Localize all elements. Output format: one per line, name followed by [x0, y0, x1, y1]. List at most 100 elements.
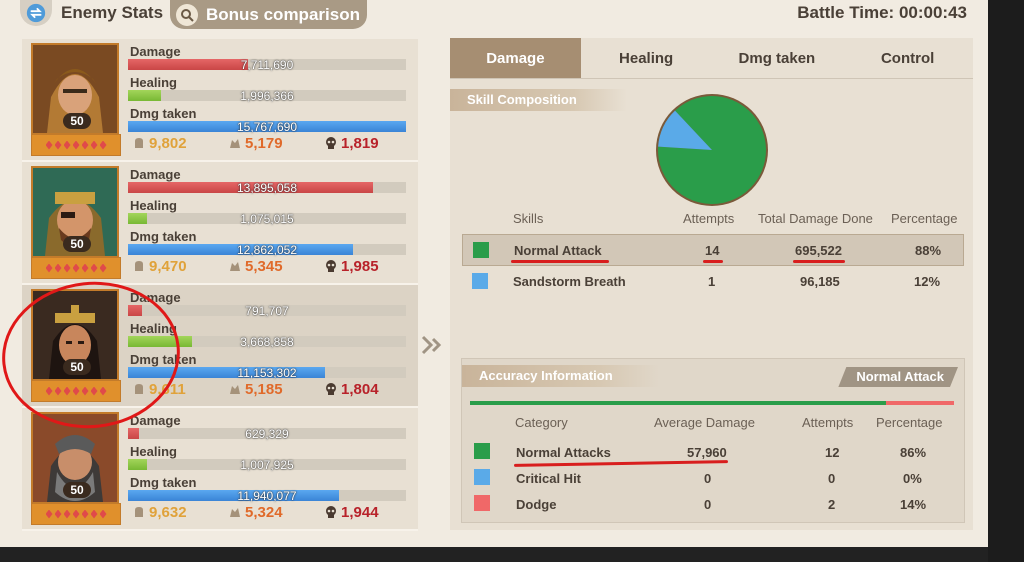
- battle-time: Battle Time: 00:00:43: [797, 3, 967, 22]
- damage-value: 7,711,690: [240, 58, 294, 72]
- blue-swatch-icon: [472, 273, 488, 289]
- count-value: 1,985: [341, 258, 379, 275]
- red-underline: [793, 260, 845, 263]
- damage-bar: 791,707: [128, 304, 406, 318]
- rank-gem-icon: [63, 263, 71, 273]
- healing-bar-fill: [128, 336, 192, 347]
- count-value: 1,804: [341, 381, 379, 398]
- rank-gem-icon: [45, 386, 53, 396]
- category-name: Critical Hit: [516, 471, 582, 486]
- count-value: 9,632: [149, 504, 187, 521]
- red-underline: [703, 260, 723, 263]
- count-value: 1,819: [341, 135, 379, 152]
- skill-name: Normal Attack: [514, 243, 602, 258]
- damage-value: 791,707: [245, 304, 289, 318]
- skill-row-normal-attack[interactable]: Normal Attack 14 695,522 88%: [462, 234, 964, 266]
- damage-label: Damage: [130, 44, 181, 59]
- damage-label: Damage: [130, 290, 181, 305]
- skill-attempts: 14: [705, 243, 720, 258]
- attempts: 0: [828, 471, 836, 486]
- average-damage: 0: [704, 497, 712, 512]
- rank-gem-icon: [45, 140, 53, 150]
- level-badge: 50: [63, 113, 91, 129]
- tab-dmg-taken[interactable]: Dmg taken: [738, 49, 816, 67]
- kills-count: 9,611: [132, 381, 186, 398]
- red-swatch-icon: [474, 495, 490, 511]
- fist-icon: [132, 382, 146, 396]
- healing-bar: 1,996,366: [128, 89, 406, 103]
- damage-label: Damage: [130, 167, 181, 182]
- hand-icon: [228, 259, 242, 273]
- bonus-comparison-label: Bonus comparison: [206, 4, 360, 24]
- count-value: 5,185: [245, 381, 283, 398]
- pie-slice-1: [658, 110, 712, 150]
- col-category: Category: [515, 415, 568, 430]
- count-value: 5,324: [245, 504, 283, 521]
- healing-bar-fill: [128, 90, 162, 101]
- star-rank: [31, 503, 121, 525]
- dmg-taken-bar: 15,767,690: [128, 120, 406, 134]
- damage-bar-fill: [128, 182, 373, 193]
- tab-healing[interactable]: Healing: [619, 49, 674, 67]
- red-underline: [513, 460, 729, 467]
- green-swatch-icon: [474, 443, 490, 459]
- deaths-count: 1,819: [324, 135, 379, 152]
- swap-arrows-icon: [26, 3, 46, 23]
- healing-bar: 3,668,858: [128, 335, 406, 349]
- healing-label: Healing: [130, 198, 177, 213]
- fist-icon: [132, 505, 146, 519]
- rank-gem-icon: [54, 140, 62, 150]
- percentage: 14%: [900, 497, 927, 512]
- healing-bar: 1,075,015: [128, 212, 406, 226]
- rank-gem-icon: [81, 263, 89, 273]
- damage-bar-fill: [128, 428, 140, 439]
- accuracy-header: Accuracy Information: [462, 365, 659, 387]
- col-attempts: Attempts: [683, 211, 735, 226]
- count-value: 9,611: [149, 381, 186, 398]
- healing-value: 1,996,366: [240, 89, 294, 103]
- page-title: Enemy Stats: [61, 3, 164, 22]
- normal-attack-tag[interactable]: Normal Attack: [838, 367, 958, 387]
- deaths-count: 1,944: [324, 504, 379, 521]
- skill-composition-header: Skill Composition: [450, 89, 627, 111]
- damage-value: 629,329: [245, 427, 289, 441]
- col-total-damage: Total Damage Done: [758, 211, 873, 226]
- attempts: 12: [825, 445, 840, 460]
- hero-row[interactable]: 50 Damage 629,329 Healing 1,007,925 Dmg …: [22, 408, 418, 531]
- level-badge: 50: [63, 236, 91, 252]
- dmg-taken-label: Dmg taken: [130, 352, 197, 367]
- percentage: 0%: [903, 471, 922, 486]
- assists-count: 5,345: [228, 258, 283, 275]
- skull-icon: [324, 382, 338, 396]
- skull-icon: [324, 136, 338, 150]
- percentage: 86%: [900, 445, 927, 460]
- rank-gem-icon: [72, 509, 80, 519]
- rank-gem-icon: [72, 140, 80, 150]
- hand-icon: [228, 505, 242, 519]
- rank-gem-icon: [63, 140, 71, 150]
- col-percentage: Percentage: [876, 415, 943, 430]
- rank-gem-icon: [90, 386, 98, 396]
- rank-gem-icon: [81, 386, 89, 396]
- rank-gem-icon: [99, 509, 107, 519]
- dmg-taken-bar-fill: [128, 244, 354, 255]
- skill-row-sandstorm-breath[interactable]: Sandstorm Breath 1 96,185 12%: [462, 266, 962, 296]
- hero-row[interactable]: 50 Damage 791,707 Healing 3,668,858 Dmg …: [22, 285, 418, 408]
- red-underline: [511, 260, 609, 263]
- skull-icon: [324, 259, 338, 273]
- hero-row[interactable]: 50 Damage 13,895,058 Healing 1,075,015 D…: [22, 162, 418, 285]
- col-skills: Skills: [513, 211, 544, 226]
- dmg-taken-value: 15,767,690: [236, 120, 298, 134]
- rank-gem-icon: [99, 140, 107, 150]
- skill-pct: 12%: [914, 274, 941, 289]
- hero-row[interactable]: 50 Damage 7,711,690 Healing 1,996,366 Dm…: [22, 39, 418, 162]
- bonus-comparison-tab[interactable]: Bonus comparison: [170, 0, 367, 29]
- tab-damage[interactable]: Damage: [450, 38, 581, 78]
- rank-gem-icon: [99, 263, 107, 273]
- rank-gem-icon: [90, 509, 98, 519]
- tab-control[interactable]: Control: [880, 49, 935, 67]
- skill-name: Sandstorm Breath: [513, 274, 626, 289]
- col-attempts: Attempts: [802, 415, 854, 430]
- count-value: 1,944: [341, 504, 379, 521]
- back-button[interactable]: [20, 0, 52, 26]
